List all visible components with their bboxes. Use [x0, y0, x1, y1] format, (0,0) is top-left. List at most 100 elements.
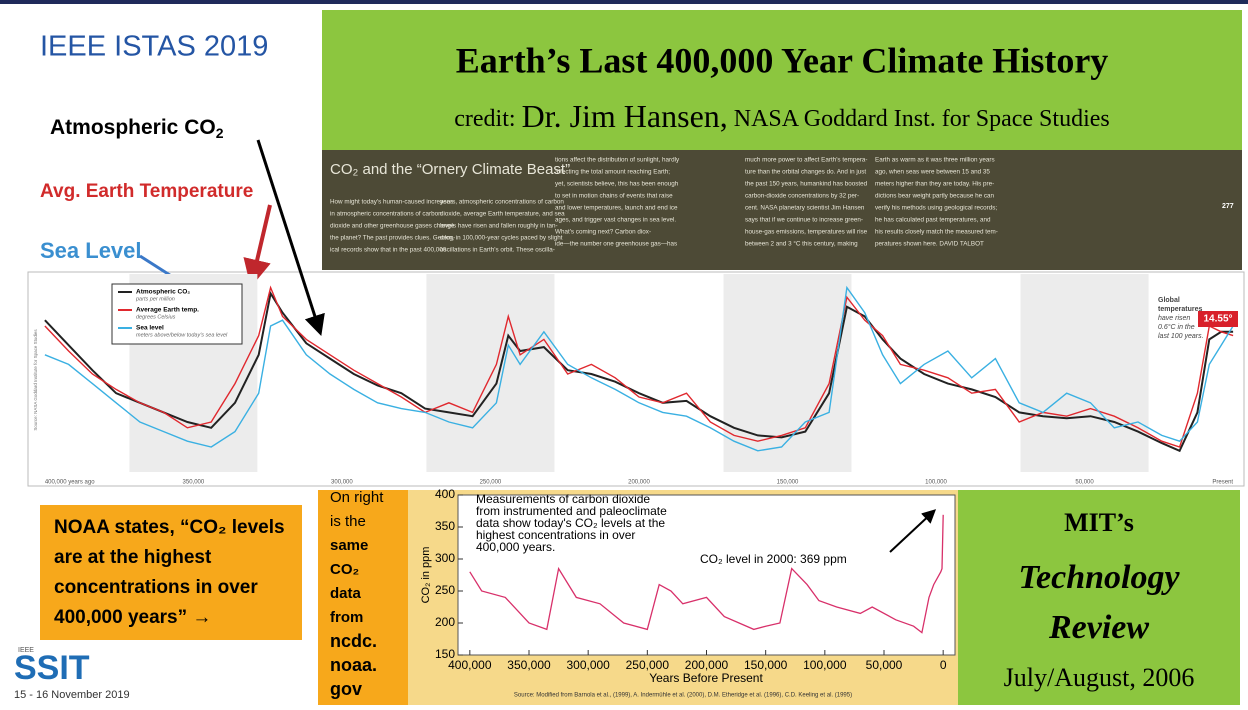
noaa-line: are at the highest — [54, 547, 212, 568]
side-note-line: CO₂ — [330, 561, 359, 578]
chart-title-line: highest concentrations in over — [476, 528, 635, 542]
annotation-arrow — [889, 509, 937, 553]
y-tick-label: 400 — [435, 487, 455, 501]
x-tick-label: 350,000 — [183, 480, 205, 486]
magazine-text: dictions bear weight partly because he c… — [875, 193, 995, 200]
chart-note: last 100 years. — [1158, 333, 1204, 340]
co2-annotation: Atmospheric CO2 — [50, 116, 224, 141]
x-tick-label: 200,000 — [685, 658, 729, 672]
magazine-text: in atmospheric concentrations of carbon — [330, 211, 442, 218]
y-tick-label: 200 — [435, 615, 455, 629]
co2-plot-frame — [457, 494, 956, 656]
mit-line: MIT’s — [1064, 508, 1134, 537]
magazine-text: to set in motion chains of events that r… — [555, 193, 673, 200]
legend-name: Sea level — [136, 325, 164, 332]
y-tick-label: 250 — [435, 583, 455, 597]
magazine-text: ical records show that in the past 400,0… — [330, 247, 447, 254]
x-tick-label: 400,000 — [448, 658, 492, 672]
band — [1020, 274, 1149, 472]
mit-line: Technology — [1018, 559, 1180, 596]
x-tick-label: 0 — [940, 658, 947, 672]
x-tick-label: 150,000 — [744, 658, 788, 672]
co2-annotation-sub: 2 — [216, 125, 224, 141]
climate-line — [44, 285, 1234, 452]
side-note-box — [318, 490, 408, 705]
magazine-text: ages, and trigger vast changes in sea le… — [555, 217, 676, 224]
magazine-strip — [322, 150, 1242, 270]
side-note-line: data — [330, 585, 362, 602]
climate-line — [44, 290, 1234, 453]
magazine-text: he has calculated past temperatures, and — [875, 217, 991, 224]
y-axis-label: CO₂ in ppm — [420, 547, 432, 604]
magazine-text: and lower temperatures, launch and end i… — [555, 205, 678, 212]
chart-note: 0.6°C in the — [1158, 323, 1195, 331]
temperature-annotation: Avg. Earth Temperature — [40, 181, 253, 202]
noaa-line: NOAA states, “CO₂ levels — [54, 517, 285, 538]
magazine-text: Earth as warm as it was three million ye… — [875, 157, 995, 164]
magazine-text: dioxide and other greenhouse gases chang… — [330, 223, 455, 230]
footer-org: SSIT — [14, 649, 90, 687]
climate-line — [44, 285, 1234, 448]
mit-line: Review — [1048, 609, 1149, 646]
magazine-text: says that if we continue to increase gre… — [745, 217, 863, 224]
credit-prefix: credit: — [454, 106, 515, 132]
legend-name: Atmospheric CO₂ — [136, 289, 190, 296]
mit-box — [958, 490, 1240, 705]
side-note-line: On right — [330, 489, 384, 506]
x-tick-label: 300,000 — [566, 658, 610, 672]
side-note-line: noaa. — [330, 655, 377, 675]
co2-arrow — [256, 139, 325, 336]
x-tick-label: 250,000 — [480, 480, 502, 486]
y-tick-label: 300 — [435, 551, 455, 565]
magazine-text: How might today's human-caused increases — [330, 199, 453, 206]
x-tick-label: Present — [1212, 480, 1233, 486]
magazine-text: the planet? The past provides clues. Geo… — [330, 235, 455, 242]
x-tick-label: 100,000 — [803, 658, 847, 672]
side-note-line: gov — [330, 679, 362, 699]
x-tick-label: 300,000 — [331, 480, 353, 486]
chart-source: Source: NASA Goddard Institute for Space… — [33, 329, 38, 431]
x-tick-label: 200,000 — [628, 480, 650, 486]
magazine-text: peratures shown here. DAVID TALBOT — [875, 241, 984, 248]
magazine-page-number: 277 — [1222, 203, 1234, 210]
footer-org-small: IEEE — [18, 647, 34, 654]
x-tick-label: 150,000 — [777, 480, 799, 486]
magazine-text: his results closely match the measured t… — [875, 229, 998, 236]
magazine-text: house-gas emissions, temperatures will r… — [745, 229, 868, 236]
co2-annotation-text: Atmospheric CO — [50, 116, 216, 139]
footer-date: 15 - 16 November 2019 — [14, 689, 130, 701]
magazine-text: much more power to affect Earth's temper… — [745, 157, 868, 164]
magazine-heading: CO₂ and the “Ornery Climate Beast” — [330, 161, 570, 178]
magazine-text: dioxide, average Earth temperature, and … — [440, 211, 565, 218]
magazine-text: yet, scientists believe, this has been e… — [555, 181, 679, 188]
noaa-line: 400,000 years” → — [54, 607, 211, 628]
magazine-text: years, atmospheric concentrations of car… — [440, 199, 564, 206]
magazine-text: the past 150 years, humankind has booste… — [745, 181, 868, 188]
x-tick-label: 400,000 years ago — [45, 480, 95, 486]
legend-box — [111, 283, 243, 345]
magazine-text: meters higher than they are today. His p… — [875, 181, 994, 188]
side-note-line: is the — [330, 513, 366, 530]
magazine-text: ide—the number one greenhouse gas—has — [555, 241, 677, 248]
chart-note: Global — [1158, 297, 1180, 304]
chart-title-line: data show today's CO₂ levels at the — [476, 516, 665, 530]
legend-unit: parts per million — [135, 296, 175, 302]
noaa-box — [40, 505, 302, 640]
chart-note: have risen — [1158, 315, 1190, 322]
event-label: IEEE ISTAS 2019 — [40, 31, 268, 63]
legend-name: Average Earth temp. — [136, 307, 199, 314]
x-tick-label: 350,000 — [507, 658, 551, 672]
chart-title-line: 400,000 years. — [476, 540, 555, 554]
side-note-line: same — [330, 537, 368, 554]
chart-annotation: CO₂ level in 2000: 369 ppm — [700, 552, 847, 566]
magazine-text: affecting the total amount reaching Eart… — [555, 169, 670, 176]
magazine-text: verify his methods using geological reco… — [875, 205, 997, 212]
side-note-line: from — [330, 609, 363, 626]
noaa-line: concentrations in over — [54, 577, 258, 598]
x-tick-label: 50,000 — [866, 658, 903, 672]
magazine-text: What's coming next? Carbon diox- — [555, 229, 651, 236]
magazine-text: dem, in 100,000-year cycles paced by sli… — [440, 235, 563, 242]
chart-source: Source: Modified from Barnola et al., (1… — [514, 693, 852, 699]
